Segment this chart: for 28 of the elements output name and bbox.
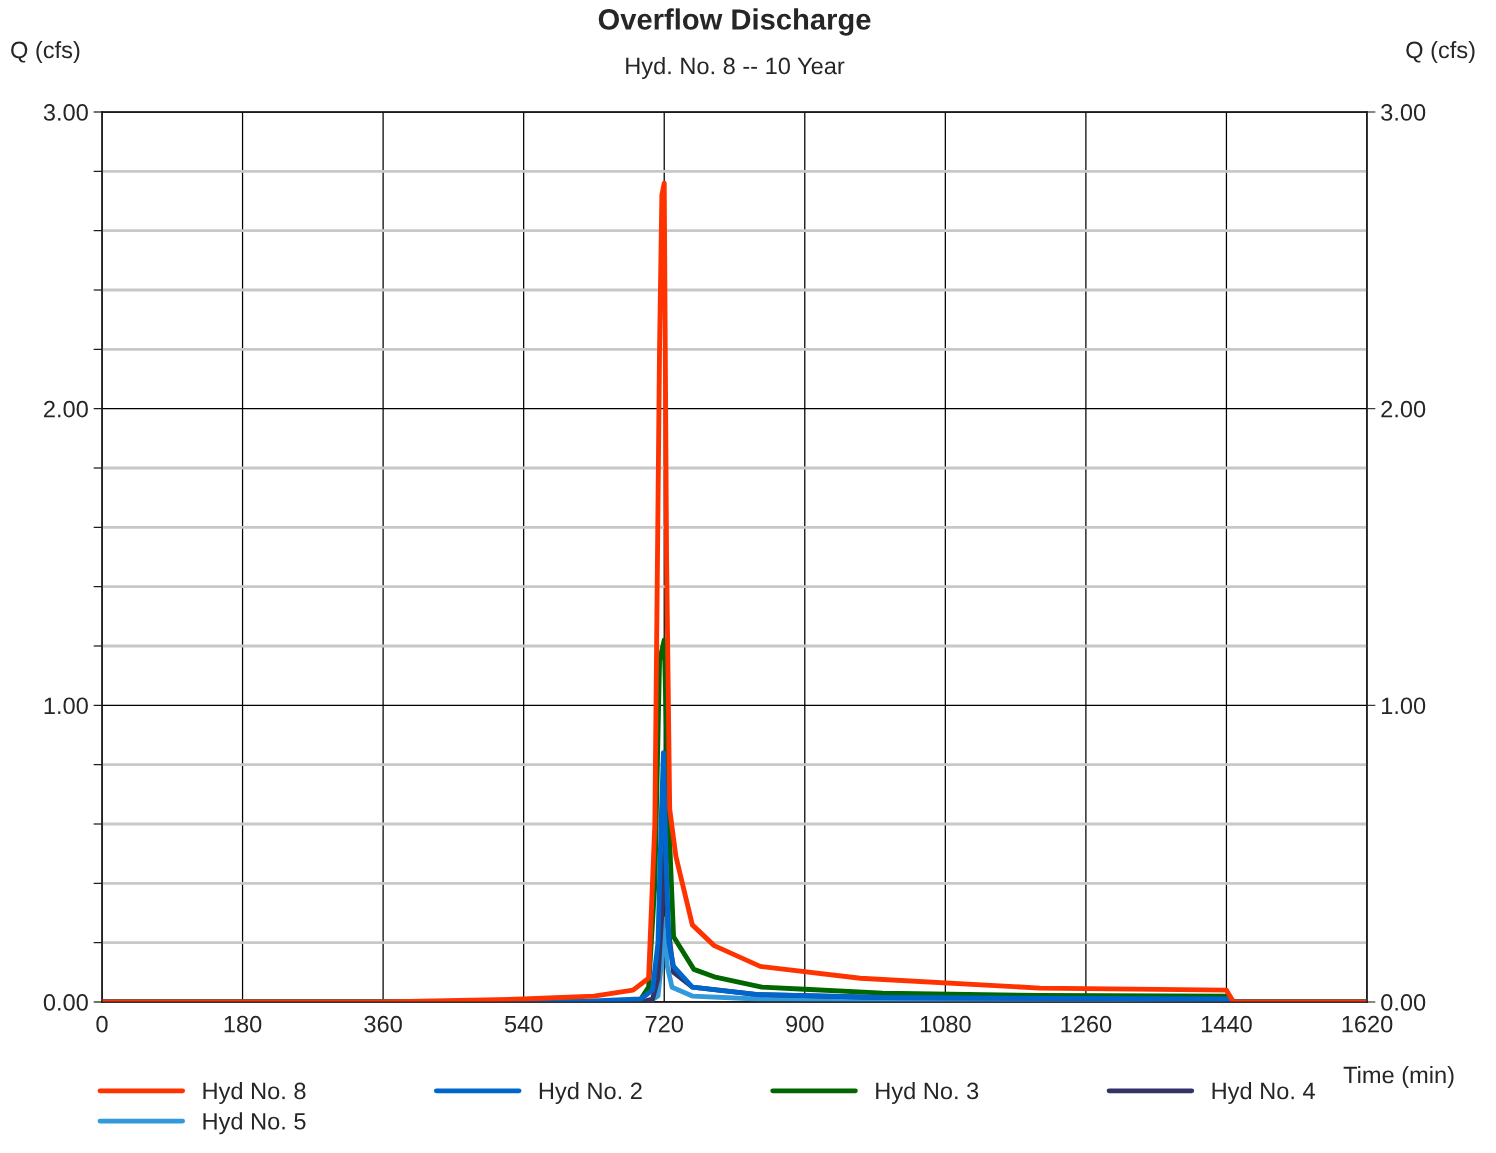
x-axis-title: Time (min) xyxy=(1343,1065,1454,1088)
y2-tick-label: 2.00 xyxy=(1381,400,1426,418)
chart-title: Overflow Discharge xyxy=(598,8,871,36)
x-tick-label: 360 xyxy=(364,1015,402,1033)
y-tick-label: 0.00 xyxy=(43,994,88,1011)
y2-tick-label: 3.00 xyxy=(1381,104,1426,121)
legend-label: Hyd No. 8 xyxy=(203,1082,306,1105)
x-tick-label: 1620 xyxy=(1342,1015,1393,1033)
x-tick-label: 540 xyxy=(504,1015,543,1033)
y2-tick-label: 1.00 xyxy=(1381,697,1426,715)
legend-label: Hyd No. 3 xyxy=(876,1082,979,1105)
x-tick-label: 1080 xyxy=(920,1015,971,1033)
x-tick-label: 1440 xyxy=(1201,1015,1252,1033)
y2-axis-title: Q (cfs) xyxy=(1406,41,1475,63)
chart-subtitle: Hyd. No. 8 -- 10 Year xyxy=(626,57,845,80)
legend-label: Hyd No. 4 xyxy=(1212,1082,1315,1105)
y2-tick-label: 0.00 xyxy=(1381,994,1426,1011)
y-tick-label: 3.00 xyxy=(43,104,88,121)
x-tick-label: 900 xyxy=(786,1015,824,1033)
legend-label: Hyd No. 5 xyxy=(203,1112,306,1135)
x-tick-label: 180 xyxy=(224,1015,262,1033)
x-tick-label: 720 xyxy=(645,1015,683,1033)
y-tick-label: 1.00 xyxy=(44,697,88,715)
y-axis-title: Q (cfs) xyxy=(11,41,80,63)
legend-label: Hyd No. 2 xyxy=(539,1082,642,1105)
x-tick-label: 1260 xyxy=(1061,1015,1112,1033)
x-tick-label: 0 xyxy=(96,1015,108,1033)
y-tick-label: 2.00 xyxy=(44,400,88,418)
